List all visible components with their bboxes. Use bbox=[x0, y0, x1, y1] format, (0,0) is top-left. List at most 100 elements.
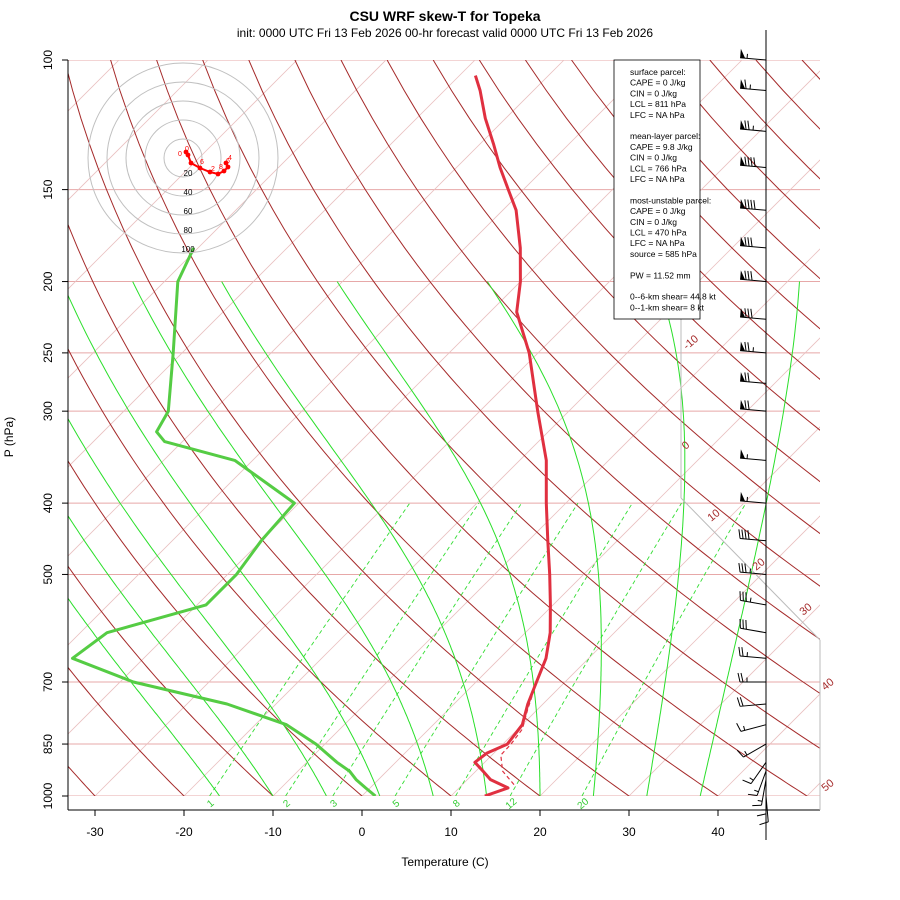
hodograph-point bbox=[221, 168, 227, 174]
y-tick-label: 250 bbox=[41, 343, 55, 363]
hodograph-ring bbox=[163, 138, 203, 178]
info-line: surface parcel: bbox=[630, 67, 686, 77]
barb-flag bbox=[747, 120, 750, 130]
dry-adiabat bbox=[709, 60, 820, 180]
wind-barb bbox=[740, 307, 767, 320]
hodograph-point bbox=[197, 165, 203, 171]
barb-pennant bbox=[740, 199, 746, 209]
isotherm-label: 0 bbox=[680, 439, 692, 452]
wind-barb bbox=[740, 491, 767, 504]
barb-flag bbox=[747, 793, 758, 797]
mixing-ratio-line bbox=[209, 502, 411, 796]
isotherm-line bbox=[896, 60, 900, 796]
barb-half-flag bbox=[749, 597, 752, 603]
wind-barb bbox=[756, 787, 767, 817]
barb-pennant bbox=[740, 372, 746, 382]
barb-half-flag bbox=[743, 725, 746, 731]
temperature-profile bbox=[473, 75, 552, 796]
barb-flag bbox=[750, 157, 753, 167]
y-tick-label: 700 bbox=[41, 672, 55, 692]
info-line: LCL = 766 hPa bbox=[630, 163, 687, 173]
x-tick-label: 40 bbox=[711, 825, 725, 839]
barb-flag bbox=[738, 529, 741, 539]
barb-flag bbox=[747, 270, 750, 281]
wind-barb bbox=[737, 672, 766, 683]
isotherm-line bbox=[68, 60, 476, 468]
info-line: CIN = 0 J/kg bbox=[630, 88, 677, 98]
y-tick-label: 1000 bbox=[41, 782, 55, 809]
barb-shaft bbox=[740, 207, 767, 211]
info-line: source = 585 hPa bbox=[630, 249, 697, 259]
isotherm-line bbox=[68, 60, 120, 112]
hodograph-ring bbox=[106, 81, 260, 235]
hodograph-point bbox=[215, 171, 221, 177]
wind-barb bbox=[740, 156, 767, 169]
barb-pennant bbox=[740, 156, 746, 166]
barb-flag bbox=[738, 646, 741, 657]
info-line: LFC = NA hPa bbox=[630, 110, 685, 120]
mixing-ratio-label: 8 bbox=[451, 798, 463, 810]
y-tick-label: 500 bbox=[41, 564, 55, 584]
barb-shaft bbox=[740, 655, 767, 659]
mixing-ratio-label: 2 bbox=[281, 798, 293, 810]
barb-flag bbox=[744, 308, 747, 318]
moist-adiabat bbox=[68, 294, 381, 796]
hodograph-ring-label: 100 bbox=[181, 245, 195, 254]
info-line: CIN = 0 J/kg bbox=[630, 217, 677, 227]
isotherm-line bbox=[628, 604, 820, 796]
barb-pennant bbox=[740, 399, 746, 410]
mixing-ratio-line bbox=[581, 502, 747, 796]
barb-flag bbox=[741, 563, 744, 573]
wind-barb bbox=[738, 646, 767, 659]
barb-flag bbox=[744, 79, 747, 89]
hodograph-ring bbox=[87, 62, 279, 254]
info-line: 0--1-km shear= 8 kt bbox=[630, 302, 705, 312]
wind-barb bbox=[740, 48, 767, 61]
wind-barb bbox=[740, 120, 767, 132]
barb-shaft bbox=[740, 703, 767, 707]
x-tick-label: -20 bbox=[175, 825, 193, 839]
barb-flag bbox=[744, 372, 747, 382]
barb-flag bbox=[744, 120, 747, 130]
barb-shaft bbox=[740, 627, 767, 634]
barb-flag bbox=[739, 697, 744, 707]
barb-shaft bbox=[760, 779, 767, 806]
barb-flag bbox=[737, 672, 741, 683]
info-line bbox=[630, 281, 632, 291]
barb-flag bbox=[744, 341, 747, 352]
barb-flag bbox=[742, 779, 752, 785]
wind-barb bbox=[738, 529, 767, 542]
hodograph-point bbox=[207, 169, 213, 175]
wind-barb bbox=[739, 618, 767, 634]
dewpoint-profile bbox=[71, 247, 377, 796]
thermo-background bbox=[68, 60, 900, 812]
info-line: LFC = NA hPa bbox=[630, 238, 685, 248]
barb-flag bbox=[750, 271, 753, 281]
axes: -30 -20 -10 0 10 20 30 401001502002503004005007… bbox=[41, 50, 725, 839]
barb-flag bbox=[750, 308, 753, 319]
wind-barb bbox=[736, 722, 767, 732]
y-tick-label: 100 bbox=[41, 50, 55, 70]
wind-barb bbox=[740, 399, 767, 412]
barb-shaft bbox=[740, 538, 767, 542]
barb-flag bbox=[747, 308, 750, 318]
y-tick-label: 200 bbox=[41, 271, 55, 291]
info-line: mean-layer parcel: bbox=[630, 131, 700, 141]
wind-barb bbox=[740, 372, 767, 384]
barb-shaft bbox=[740, 245, 767, 249]
hodograph-ring-label: 20 bbox=[184, 169, 193, 178]
isotherm-label: -10 bbox=[681, 333, 701, 352]
dry-adiabat bbox=[755, 60, 820, 130]
info-line: PW = 11.52 mm bbox=[630, 270, 691, 280]
barb-half-flag bbox=[744, 750, 748, 756]
isotherm-label: 30 bbox=[798, 601, 815, 618]
barb-pennant bbox=[740, 307, 746, 318]
barb-shaft bbox=[740, 380, 767, 384]
isotherm-label: 40 bbox=[820, 676, 837, 693]
wind-barbs bbox=[736, 30, 769, 840]
dry-adiabat bbox=[68, 666, 185, 796]
hodograph-point bbox=[223, 160, 229, 166]
isotherm-line bbox=[272, 248, 820, 796]
dry-adiabat bbox=[848, 60, 900, 812]
